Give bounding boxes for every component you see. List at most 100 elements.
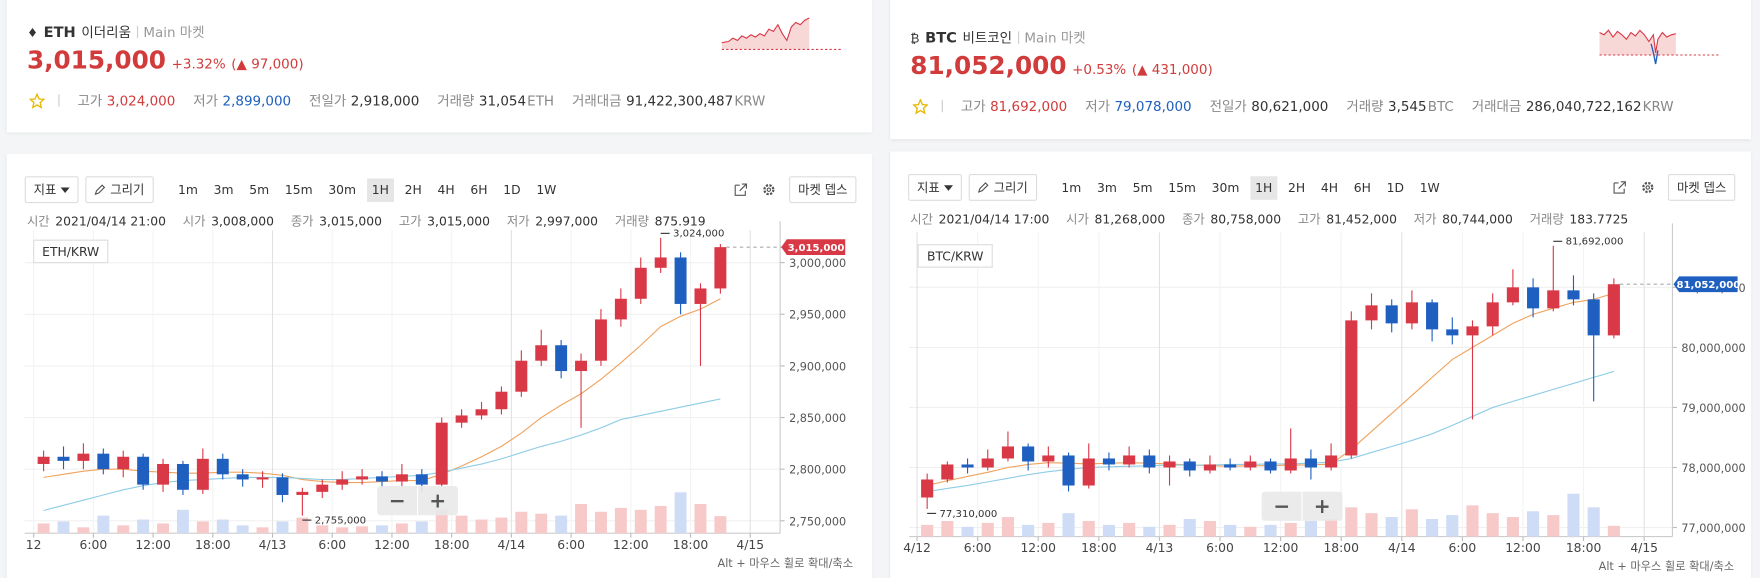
caret	[944, 184, 954, 191]
popout-icon	[734, 183, 748, 196]
caret	[60, 186, 70, 193]
toolbar-icons[interactable]	[1612, 180, 1657, 196]
stat-label: 거래량	[1346, 98, 1384, 115]
info-value: 81,268,000	[1094, 212, 1166, 227]
interval[interactable]: 6H	[1353, 180, 1371, 195]
coin-symbol: ETH	[43, 24, 76, 42]
interval[interactable]: 4H	[1320, 180, 1339, 195]
ticker-title-row: ♦ ETH 이더리움 Main 마켓	[26, 22, 205, 42]
info-value: 3,015,000	[427, 214, 491, 229]
favorite-star[interactable]	[912, 98, 929, 114]
info-row: 시간 2021/04/14 17:00 시가 81,268,000 종가 80,758,0…	[910, 210, 1639, 228]
interval[interactable]: 2H	[1288, 180, 1306, 195]
info-label: 종가	[290, 214, 314, 229]
stat-unit: ETH	[527, 92, 555, 109]
info-label: 시간	[26, 214, 50, 229]
info-label: 고가	[1297, 212, 1321, 227]
interval[interactable]: 6H	[470, 182, 488, 197]
pencil-icon	[978, 182, 989, 193]
sparkline-dip	[1650, 43, 1659, 65]
coin-icon: ♦	[26, 25, 39, 41]
favorite-star[interactable]	[29, 92, 45, 109]
interval[interactable]: 1W	[536, 182, 557, 197]
star-shape	[912, 98, 929, 114]
stats-row: 고가 3,024,000 저가 2,899,000 전일가 2,918,000 거래량 31,…	[29, 91, 779, 110]
info-label: 거래량	[614, 214, 649, 229]
sparkline	[721, 17, 843, 50]
toolbar: 지표 그리기 1m 3m 5m 15m 30m 1H 2H 4H 6H 1D 1W	[24, 176, 561, 204]
pencil-shape	[94, 184, 106, 196]
indicator-button[interactable]: 지표	[24, 176, 79, 204]
market-name: Main 마켓	[1024, 30, 1086, 47]
indicator-button[interactable]: 지표	[908, 173, 963, 201]
stat-value: 286,040,722,162	[1525, 98, 1642, 114]
info-label: 종가	[1182, 212, 1205, 227]
info-value: 183.7725	[1569, 212, 1629, 227]
ticker-card: ₿ BTC 비트코인 Main 마켓 81,052,000 +0.53% (▲ 431,00…	[890, 0, 1752, 140]
draw-button[interactable]: 그리기	[85, 176, 154, 204]
settings-hole	[1645, 185, 1651, 190]
toolbar-icons[interactable]	[733, 182, 778, 198]
interval[interactable]: 3m	[213, 182, 234, 197]
interval[interactable]: 5m	[1132, 180, 1153, 195]
stat-value: 2,918,000	[350, 92, 420, 109]
interval[interactable]: 5m	[249, 182, 270, 197]
draw-button[interactable]: 그리기	[968, 173, 1037, 201]
stat-unit: KRW	[1642, 98, 1674, 114]
interval[interactable]: 1D	[503, 182, 521, 197]
stat-value: 80,621,000	[1251, 98, 1329, 114]
interval[interactable]: 3m	[1097, 180, 1117, 195]
interval[interactable]: 30m	[1211, 180, 1240, 195]
pencil-shape	[978, 182, 989, 193]
toolbar-right: 마켓 뎁스	[1612, 173, 1736, 201]
stat-label: 고가	[77, 93, 103, 109]
stat-label: 저가	[193, 93, 219, 109]
coin-name: 이더리움	[81, 24, 131, 41]
info-label: 저가	[1413, 212, 1437, 227]
info-value: 80,744,000	[1442, 212, 1513, 227]
info-value: 3,015,000	[319, 214, 383, 229]
stat-unit: KRW	[734, 92, 766, 109]
price: 3,015,000	[26, 47, 166, 76]
market-name: Main 마켓	[143, 24, 205, 41]
market-depth-button[interactable]: 마켓 뎁스	[1667, 173, 1736, 201]
chart-panel: 지표 그리기 1m 3m 5m 15m 30m 1H 2H 4H 6H 1D 1W 마켓 뎁스 시간 2021…	[890, 151, 1752, 578]
interval[interactable]: 1W	[1419, 180, 1440, 195]
interval[interactable]: 1H	[367, 177, 394, 202]
toolbar-right: 마켓 뎁스	[733, 176, 857, 204]
sparkline	[1599, 29, 1721, 65]
change-percent: +0.53%	[1072, 61, 1127, 78]
price: 81,052,000	[910, 52, 1067, 81]
star-shape	[29, 92, 45, 109]
interval[interactable]: 2H	[404, 182, 422, 197]
popout-icon	[1613, 181, 1626, 194]
interval[interactable]: 15m	[284, 182, 313, 197]
draw-label: 그리기	[993, 180, 1028, 196]
pencil-icon	[94, 184, 106, 196]
stat-label: 전일가	[1209, 98, 1247, 115]
stat-label: 거래대금	[1471, 98, 1522, 115]
info-label: 시가	[182, 214, 206, 229]
info-label: 시가	[1066, 212, 1089, 227]
change-amount: (▲ 431,000)	[1131, 61, 1213, 78]
interval[interactable]: 1D	[1386, 180, 1404, 195]
interval[interactable]: 1m	[178, 182, 198, 197]
divider	[136, 25, 138, 39]
change-percent: +3.32%	[171, 56, 226, 72]
stat-label: 거래량	[437, 93, 475, 109]
interval[interactable]: 30m	[328, 182, 357, 197]
interval[interactable]: 1H	[1250, 175, 1277, 200]
interval[interactable]: 1m	[1061, 180, 1082, 195]
info-label: 시간	[910, 212, 934, 227]
interval[interactable]: 15m	[1168, 180, 1196, 195]
market-depth-button[interactable]: 마켓 뎁스	[789, 176, 857, 204]
stat-value: 31,054	[478, 92, 527, 109]
sparkline-area	[721, 17, 810, 50]
price-row: 3,015,000 +3.32% (▲ 97,000)	[27, 47, 304, 75]
draw-label: 그리기	[110, 182, 145, 198]
info-value: 2,997,000	[535, 214, 599, 229]
sparkline-line	[1599, 29, 1676, 53]
info-value: 2021/04/14 21:00	[55, 214, 166, 229]
interval[interactable]: 4H	[437, 182, 455, 197]
